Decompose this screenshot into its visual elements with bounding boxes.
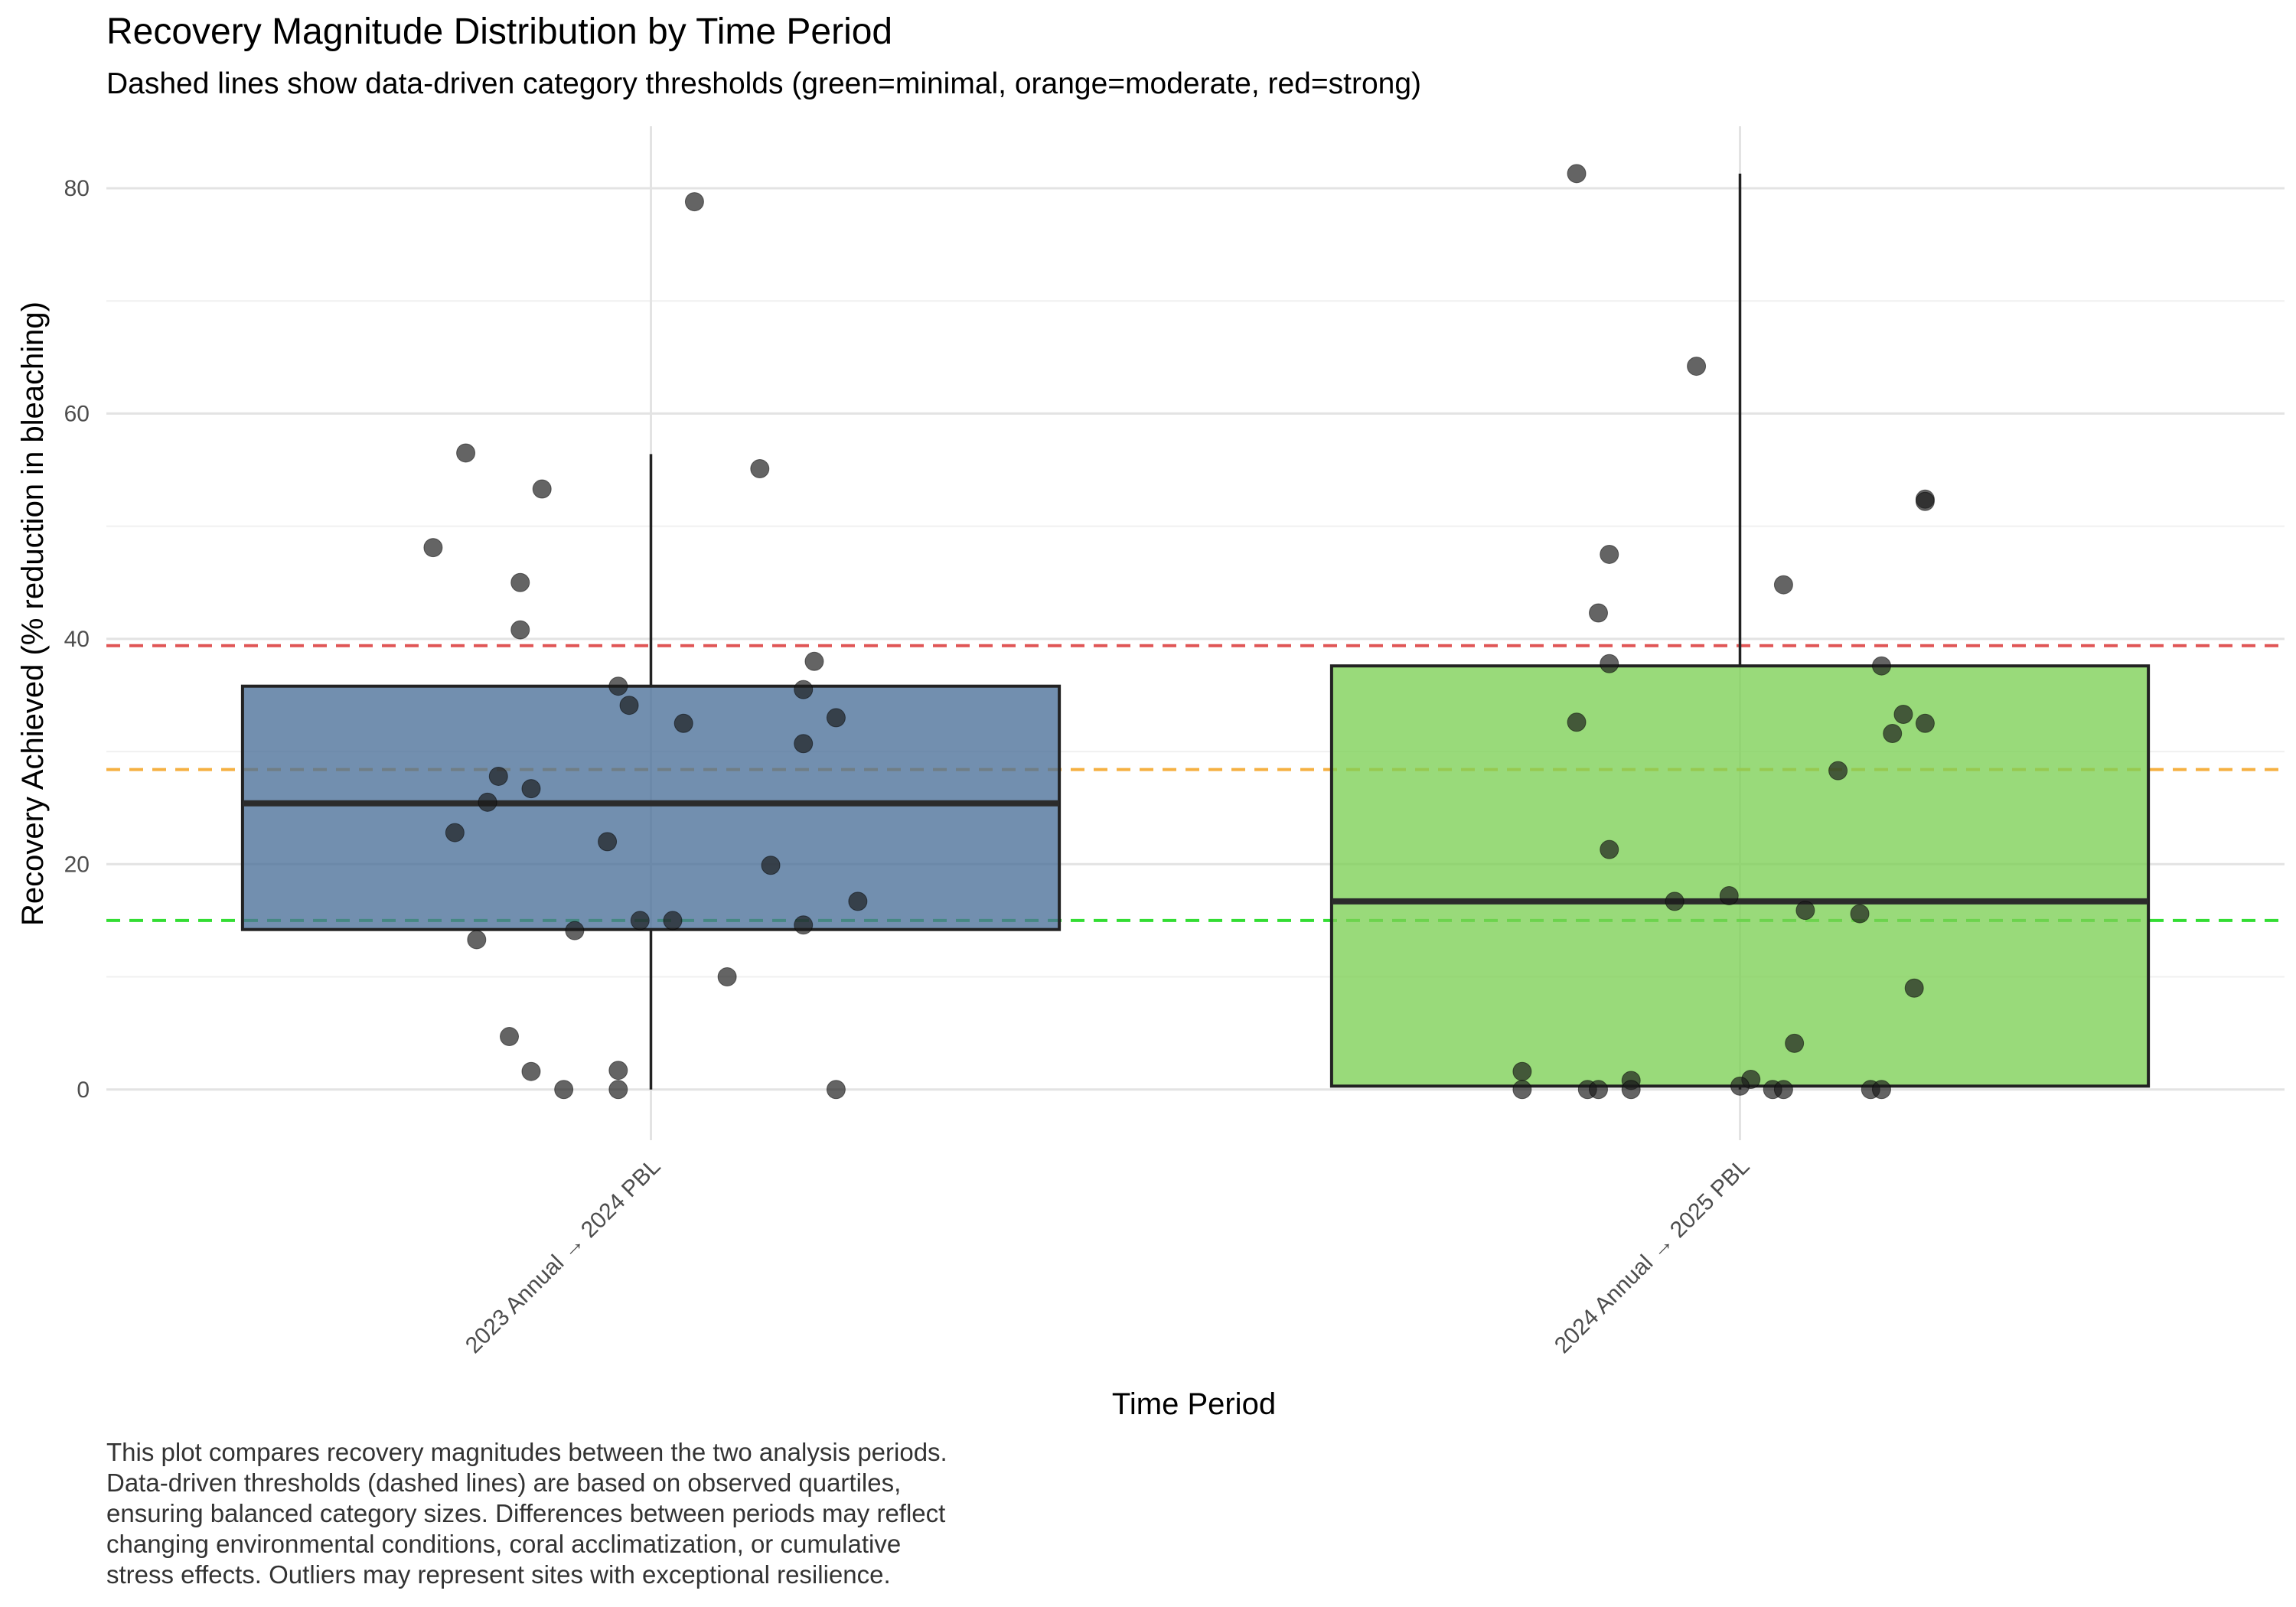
data-point bbox=[794, 915, 814, 935]
data-point bbox=[1589, 1080, 1609, 1100]
data-point bbox=[1567, 164, 1587, 184]
data-point bbox=[608, 676, 628, 696]
data-point bbox=[1828, 761, 1848, 781]
data-point bbox=[750, 459, 770, 479]
data-point bbox=[1871, 1080, 1891, 1100]
data-point bbox=[500, 1027, 520, 1047]
x-tick-label: 2024 Annual → 2025 PBL bbox=[1550, 1154, 1754, 1358]
data-point bbox=[521, 1061, 541, 1081]
data-point bbox=[467, 930, 487, 950]
data-point bbox=[1600, 544, 1619, 564]
data-point bbox=[1773, 1080, 1793, 1100]
x-axis-ticks: 2023 Annual → 2024 PBL 2024 Annual → 2025… bbox=[461, 1154, 1754, 1358]
chart-caption: This plot compares recovery magnitudes b… bbox=[106, 1438, 947, 1589]
data-point bbox=[761, 856, 781, 875]
data-point bbox=[521, 779, 541, 799]
data-point bbox=[1850, 904, 1870, 924]
data-point bbox=[1773, 575, 1793, 595]
y-tick-label: 0 bbox=[77, 1077, 90, 1103]
data-point bbox=[488, 766, 508, 786]
data-point bbox=[1871, 656, 1891, 676]
data-point bbox=[1893, 705, 1913, 724]
data-point bbox=[848, 892, 868, 911]
data-point bbox=[1665, 892, 1684, 911]
data-point bbox=[608, 1080, 628, 1100]
data-point bbox=[1621, 1080, 1641, 1100]
data-point bbox=[1687, 357, 1707, 376]
data-point bbox=[608, 1061, 628, 1081]
data-point bbox=[630, 911, 650, 931]
data-points bbox=[423, 164, 1935, 1100]
data-point bbox=[619, 696, 639, 715]
data-point bbox=[804, 651, 824, 671]
x-axis-title: Time Period bbox=[1112, 1387, 1276, 1421]
boxplots bbox=[240, 173, 2151, 1090]
x-tick-label: 2023 Annual → 2024 PBL bbox=[461, 1154, 665, 1358]
data-point bbox=[554, 1080, 574, 1100]
data-point bbox=[826, 708, 846, 728]
y-axis-ticks: 0 20 40 60 80 bbox=[64, 176, 90, 1103]
data-point bbox=[423, 538, 443, 558]
data-point bbox=[1883, 724, 1903, 744]
data-point bbox=[1915, 491, 1935, 511]
data-point bbox=[456, 443, 476, 463]
data-point bbox=[532, 479, 552, 499]
data-point bbox=[1512, 1061, 1532, 1081]
data-point bbox=[1512, 1080, 1532, 1100]
y-axis-title: Recovery Achieved (% reduction in bleach… bbox=[16, 302, 50, 926]
data-point bbox=[1904, 978, 1924, 998]
data-point bbox=[1730, 1076, 1750, 1096]
box-iqr bbox=[240, 684, 1062, 931]
data-point bbox=[1785, 1033, 1805, 1053]
data-point bbox=[1589, 603, 1609, 623]
y-tick-label: 80 bbox=[64, 176, 90, 201]
data-point bbox=[673, 713, 693, 733]
y-tick-label: 60 bbox=[64, 401, 90, 426]
data-point bbox=[1600, 839, 1619, 859]
data-point bbox=[1600, 654, 1619, 673]
chart-subtitle: Dashed lines show data-driven category t… bbox=[106, 67, 1422, 100]
data-point bbox=[794, 680, 814, 699]
y-tick-label: 20 bbox=[64, 852, 90, 877]
data-point bbox=[598, 832, 618, 852]
box-iqr bbox=[1329, 664, 2151, 1088]
data-point bbox=[1795, 901, 1815, 921]
data-point bbox=[445, 823, 465, 843]
data-point bbox=[1915, 713, 1935, 733]
data-point bbox=[717, 967, 737, 987]
data-point bbox=[826, 1080, 846, 1100]
data-point bbox=[663, 911, 683, 931]
data-point bbox=[1719, 886, 1739, 906]
data-point bbox=[510, 620, 530, 640]
chart-title: Recovery Magnitude Distribution by Time … bbox=[106, 11, 893, 52]
data-point bbox=[510, 572, 530, 592]
data-point bbox=[794, 734, 814, 754]
data-point bbox=[684, 192, 704, 212]
data-point bbox=[1567, 712, 1587, 732]
data-point bbox=[478, 792, 497, 812]
y-tick-label: 40 bbox=[64, 627, 90, 652]
data-point bbox=[565, 921, 585, 940]
